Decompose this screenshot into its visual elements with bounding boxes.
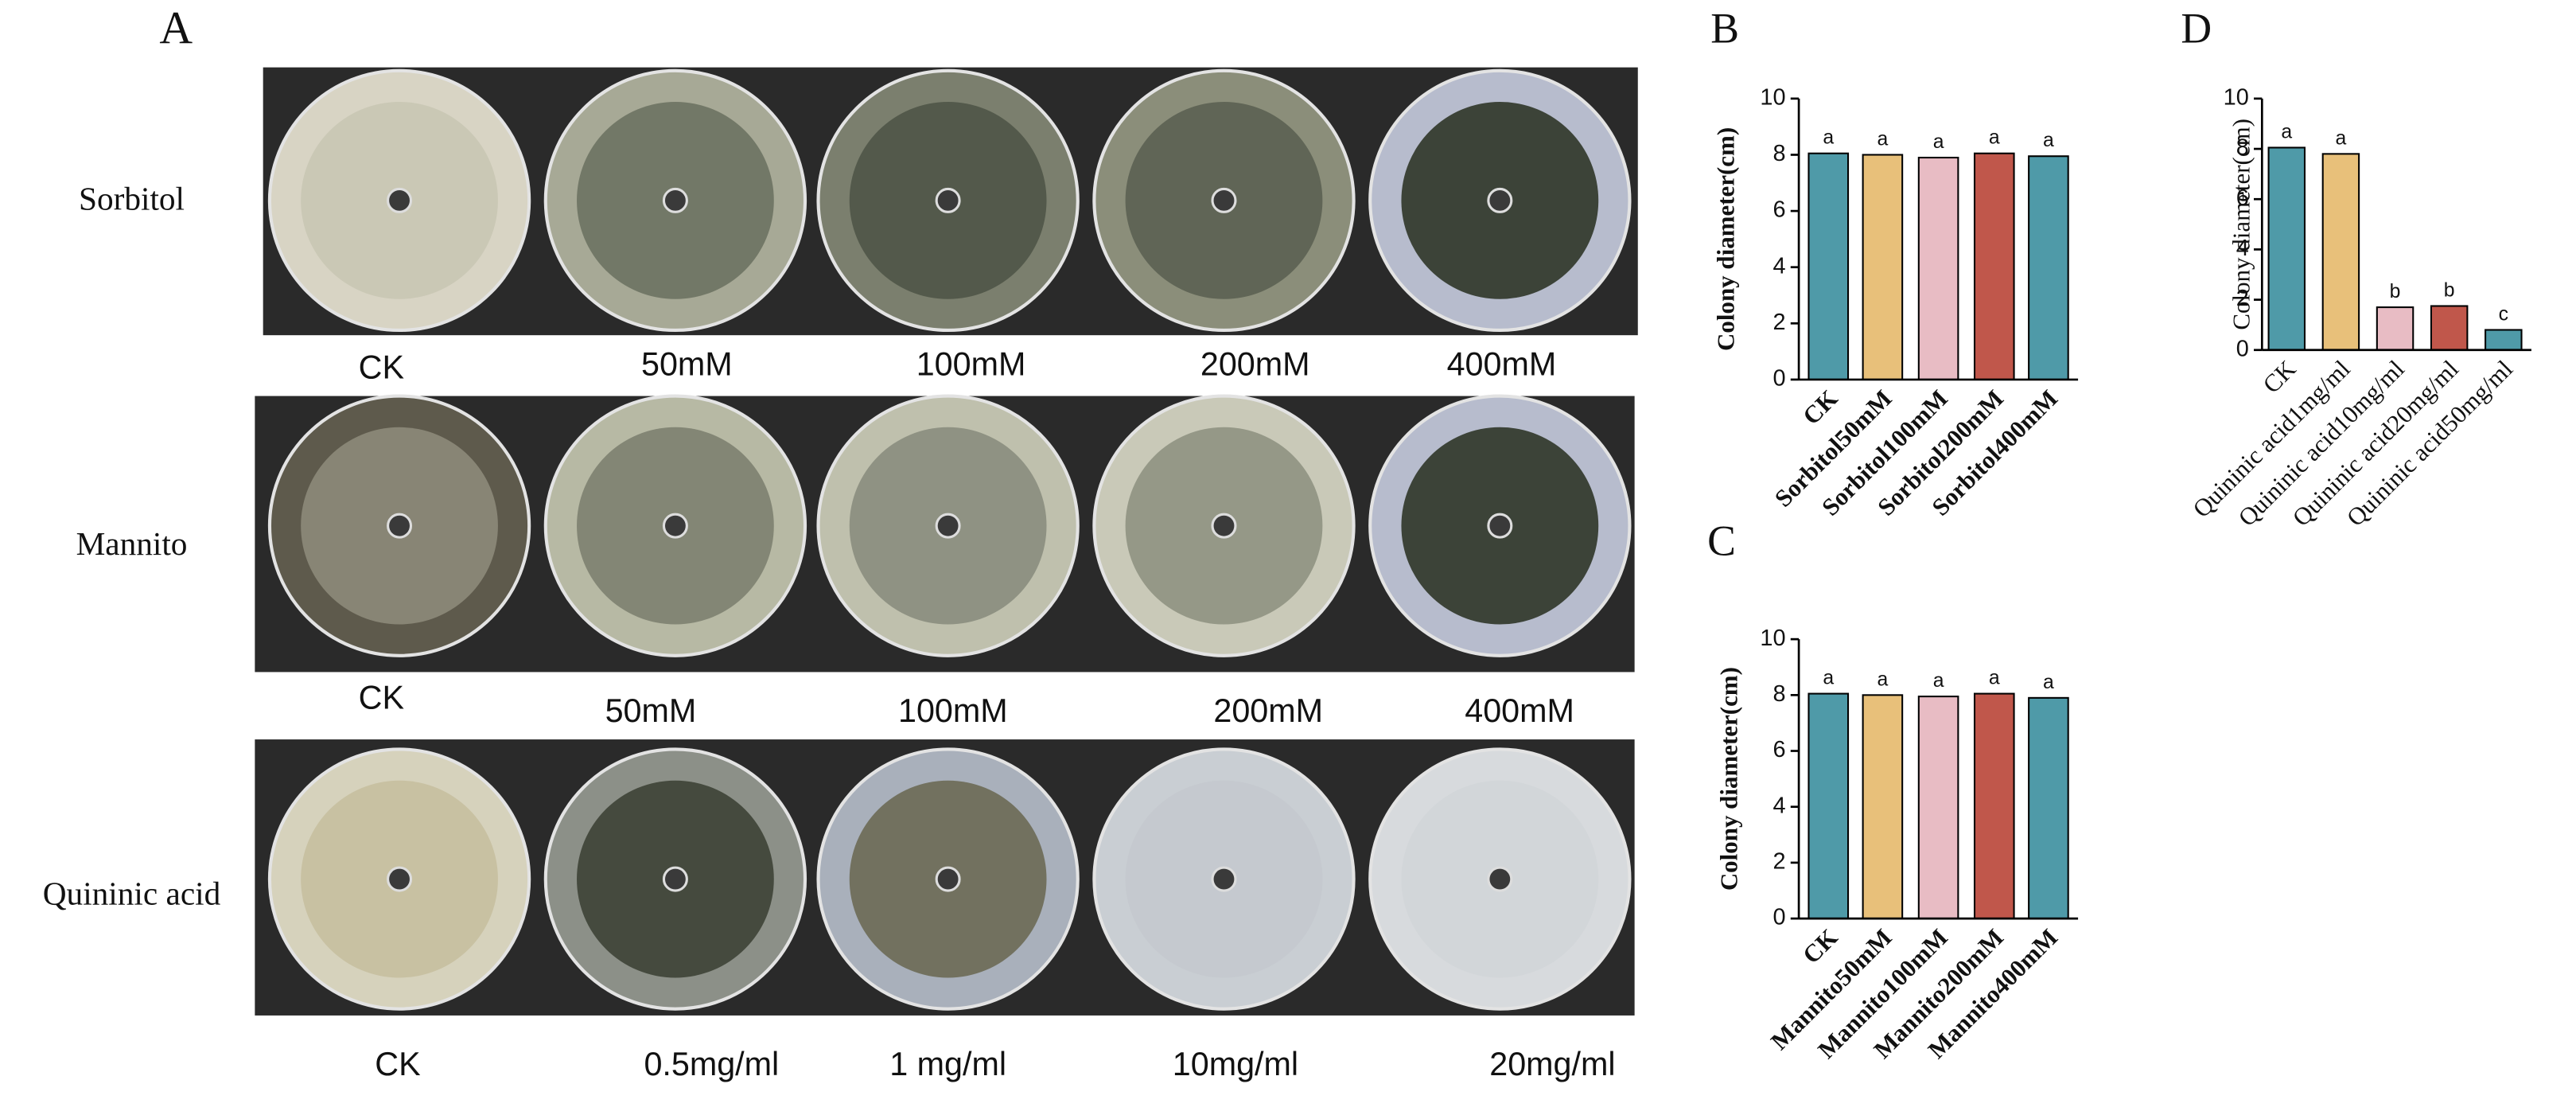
column-label: CK	[359, 349, 405, 385]
column-label: 200mM	[1213, 692, 1323, 729]
inoculum	[1487, 513, 1513, 539]
significance-letter: b	[2444, 279, 2455, 301]
bar	[1973, 692, 2015, 920]
inoculum	[935, 513, 961, 539]
y-tick-label: 10	[2224, 85, 2249, 111]
bar	[1917, 156, 1959, 380]
panel-letter: B	[1710, 5, 1739, 53]
y-tick-label: 10	[1760, 85, 1785, 111]
column-label: 400mM	[1447, 345, 1557, 382]
significance-letter: b	[2390, 281, 2401, 302]
column-label: 400mM	[1465, 692, 1574, 729]
column-label: 50mM	[641, 345, 733, 382]
x-tick-label: CK	[2257, 354, 2302, 399]
column-label: 1 mg/ml	[889, 1046, 1006, 1082]
panel-letter: A	[159, 2, 193, 54]
row-label: Quininic acid	[43, 875, 221, 912]
inoculum	[935, 187, 961, 213]
column-label: 10mg/ml	[1173, 1046, 1298, 1082]
panel-letter: C	[1707, 517, 1736, 565]
column-label: 200mM	[1200, 345, 1310, 382]
panel-letter: D	[2181, 5, 2212, 53]
significance-letter: a	[1877, 128, 1888, 150]
y-axis-label: Colony diameter(cm)	[1711, 127, 1739, 351]
y-tick-label: 6	[1772, 197, 1785, 223]
y-tick-label: 10	[1760, 626, 1785, 651]
inoculum	[387, 513, 413, 539]
y-tick-label: 8	[1772, 681, 1785, 707]
significance-letter: a	[2336, 127, 2347, 149]
row-label: Mannito	[76, 525, 188, 562]
column-label: 50mM	[605, 692, 697, 729]
bar	[1973, 152, 2015, 380]
column-label: 20mg/ml	[1489, 1046, 1615, 1082]
bar	[1807, 152, 1850, 380]
significance-letter: a	[1823, 668, 1834, 689]
bar	[2267, 146, 2306, 351]
significance-letter: a	[1989, 668, 2000, 689]
significance-letter: a	[1877, 669, 1888, 690]
significance-letter: a	[1933, 131, 1944, 153]
bar	[2028, 696, 2069, 920]
inoculum	[1487, 187, 1513, 213]
inoculum	[1211, 866, 1237, 892]
inoculum	[662, 513, 688, 539]
bar	[1862, 154, 1904, 380]
bar	[1862, 694, 1904, 920]
significance-letter: a	[2281, 121, 2292, 142]
y-tick-label: 0	[1772, 905, 1785, 930]
y-tick-label: 4	[2236, 236, 2249, 261]
y-axis-label: Colony diameter(cm)	[1715, 667, 1743, 891]
bar	[2028, 155, 2069, 380]
y-tick-label: 0	[2236, 336, 2249, 361]
column-label: 0.5mg/ml	[644, 1046, 779, 1082]
y-tick-label: 4	[1772, 253, 1785, 279]
column-label: 100mM	[898, 692, 1008, 729]
bar	[2485, 329, 2523, 351]
y-tick-label: 6	[2236, 185, 2249, 211]
y-tick-label: 8	[2236, 135, 2249, 161]
x-tick-label: CK	[1797, 384, 1843, 431]
inoculum	[1211, 187, 1237, 213]
significance-letter: a	[1823, 127, 1834, 149]
y-tick-label: 6	[1772, 737, 1785, 762]
column-label: 100mM	[916, 345, 1026, 382]
inoculum	[935, 866, 961, 892]
bar	[2430, 305, 2469, 351]
row-label: Sorbitol	[79, 180, 185, 216]
bar	[1807, 692, 1850, 920]
inoculum	[662, 187, 688, 213]
inoculum	[1211, 513, 1237, 539]
inoculum	[662, 866, 688, 892]
column-label: CK	[375, 1046, 421, 1082]
y-tick-label: 2	[2236, 286, 2249, 311]
significance-letter: a	[1933, 670, 1944, 692]
y-axis-label: Colony diameter(cm)	[2228, 119, 2255, 330]
y-tick-label: 8	[1772, 141, 1785, 166]
bar	[2376, 306, 2415, 351]
significance-letter: a	[2043, 672, 2054, 693]
y-tick-label: 2	[1772, 849, 1785, 875]
inoculum	[1487, 866, 1513, 892]
significance-letter: c	[2499, 303, 2508, 325]
y-tick-label: 4	[1772, 793, 1785, 818]
y-tick-label: 2	[1772, 310, 1785, 335]
significance-letter: a	[2043, 130, 2054, 151]
y-tick-label: 0	[1772, 366, 1785, 392]
bar	[1917, 696, 1959, 920]
bar	[2321, 153, 2360, 351]
significance-letter: a	[1989, 127, 2000, 149]
inoculum	[387, 866, 413, 892]
column-label: CK	[359, 679, 405, 715]
inoculum	[387, 187, 413, 213]
x-tick-label: CK	[1797, 923, 1843, 969]
